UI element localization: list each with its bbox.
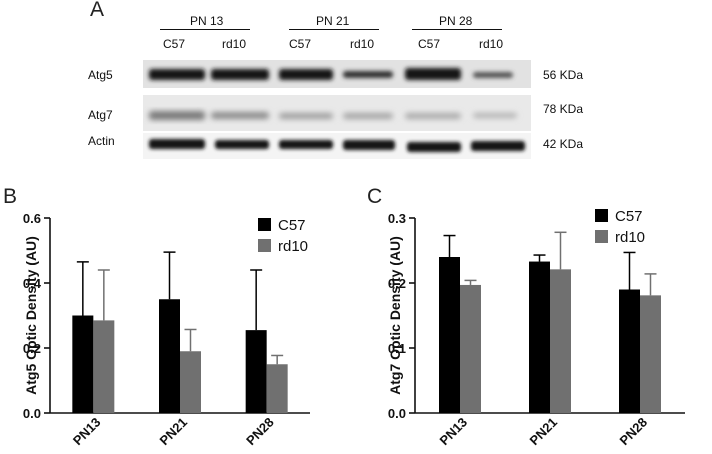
legend-label-rd10: rd10 — [278, 238, 308, 255]
lane-label-rd10-pn13: rd10 — [222, 37, 247, 51]
protein-label-actin: Actin — [88, 134, 115, 148]
y-tick-label: 0.2 — [23, 341, 41, 356]
actin-band-rd10-pn28 — [471, 141, 525, 151]
atg5-band-c57-pn28 — [405, 68, 461, 80]
y-tick-label: 0.6 — [23, 211, 41, 226]
weight-label-atg5: 56 KDa — [543, 68, 584, 82]
bar-c57-pn13 — [439, 257, 460, 413]
y-tick-label: 0.2 — [388, 276, 406, 291]
weight-label-atg7: 78 KDa — [543, 102, 584, 116]
atg7-band-c57-pn21 — [279, 113, 333, 119]
atg5-blot-strip — [143, 60, 531, 88]
lane-label-c57-pn28: C57 — [418, 37, 441, 51]
bar-c57-pn21 — [159, 299, 180, 413]
group-line-pn28 — [412, 29, 502, 30]
y-tick-label: 0.3 — [388, 211, 406, 226]
panel-a-letter: A — [90, 0, 105, 21]
bar-rd10-pn28 — [266, 364, 288, 413]
x-tick-label-pn13: PN13 — [437, 415, 471, 449]
group-label-pn28: PN 28 — [439, 14, 473, 28]
atg7-band-rd10-pn13 — [211, 112, 269, 119]
group-label-pn13: PN 13 — [190, 14, 224, 28]
atg5-band-c57-pn13 — [149, 69, 205, 80]
x-tick-label-pn13: PN13 — [70, 415, 104, 449]
bar-c57-pn13 — [72, 315, 94, 413]
y-tick-label: 0.1 — [388, 341, 406, 356]
actin-band-c57-pn21 — [279, 140, 333, 149]
atg5-band-rd10-pn13 — [211, 69, 269, 80]
legend-swatch-rd10 — [595, 230, 608, 243]
actin-band-rd10-pn13 — [215, 140, 269, 149]
atg5-band-rd10-pn28 — [473, 72, 513, 78]
group-line-pn13 — [160, 29, 250, 30]
x-tick-label-pn28: PN28 — [617, 415, 651, 449]
legend-label-c57: C57 — [615, 208, 643, 225]
protein-label-atg7: Atg7 — [88, 108, 113, 122]
y-axis-label: Atg7 Optic Density (AU) — [387, 236, 403, 395]
panel-letter-c: C — [367, 185, 382, 208]
bar-c57-pn21 — [529, 261, 550, 413]
panel-letter-b: B — [3, 185, 17, 208]
legend-swatch-c57 — [595, 209, 608, 222]
group-label-pn21: PN 21 — [316, 14, 350, 28]
bar-rd10-pn21 — [180, 351, 201, 413]
atg7-band-c57-pn13 — [149, 111, 205, 120]
weight-label-actin: 42 KDa — [543, 137, 584, 151]
bar-rd10-pn21 — [550, 269, 571, 413]
actin-blot-strip — [143, 133, 531, 159]
protein-label-atg5: Atg5 — [88, 68, 113, 82]
x-tick-label-pn21: PN21 — [527, 415, 561, 449]
legend-label-rd10: rd10 — [615, 229, 645, 246]
chart-atg7: C Atg7 Optic Density (AU) 0.0 0.1 0.2 0.3 PN13… — [367, 185, 685, 449]
x-tick-label-pn21: PN21 — [157, 415, 191, 449]
bar-rd10-pn28 — [640, 295, 661, 413]
legend-swatch-rd10 — [258, 239, 271, 252]
atg7-band-rd10-pn28 — [473, 113, 517, 118]
atg7-band-rd10-pn21 — [343, 113, 393, 119]
lane-label-rd10-pn21: rd10 — [350, 37, 375, 51]
y-tick-label: 0.0 — [388, 406, 406, 421]
y-axis-label: Atg5 Optic Density (AU) — [23, 236, 39, 395]
lane-label-c57-pn21: C57 — [289, 37, 312, 51]
chart-atg5: B Atg5 Optic Density (AU) 0.0 0.2 0.4 0.6 PN13… — [3, 185, 310, 449]
actin-band-c57-pn13 — [149, 139, 205, 149]
y-tick-label: 0.4 — [23, 276, 42, 291]
bar-rd10-pn13 — [93, 320, 115, 413]
atg5-band-rd10-pn21 — [343, 71, 393, 78]
atg5-band-c57-pn21 — [279, 69, 333, 80]
legend-label-c57: C57 — [278, 217, 306, 234]
group-line-pn21 — [289, 29, 379, 30]
bar-rd10-pn13 — [460, 284, 481, 413]
y-tick-label: 0.0 — [23, 406, 41, 421]
bar-c57-pn28 — [245, 330, 267, 413]
atg7-band-c57-pn28 — [405, 113, 461, 119]
actin-band-c57-pn28 — [407, 142, 461, 152]
lane-label-rd10-pn28: rd10 — [479, 37, 504, 51]
x-tick-label-pn28: PN28 — [243, 415, 277, 449]
lane-label-c57-pn13: C57 — [163, 37, 186, 51]
atg7-blot-strip — [143, 95, 531, 131]
legend-swatch-c57 — [258, 218, 271, 231]
actin-band-rd10-pn21 — [343, 140, 395, 150]
bar-c57-pn28 — [619, 289, 640, 413]
